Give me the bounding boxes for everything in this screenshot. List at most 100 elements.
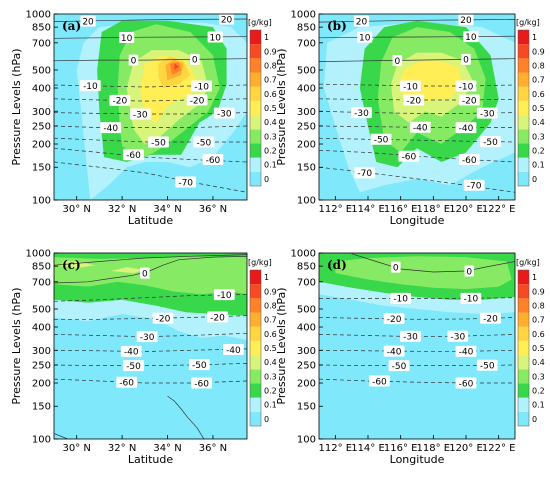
colorbar-tick-label: 0.2 bbox=[532, 147, 545, 156]
contour-label-text: -70 bbox=[467, 182, 482, 192]
contour-label-text: 20 bbox=[82, 17, 94, 27]
contour-label-text: -40 bbox=[226, 346, 241, 356]
temperature-contour-12 bbox=[351, 253, 515, 273]
colorbar-swatch bbox=[518, 115, 529, 130]
x-axis-label: Latitude bbox=[128, 214, 174, 227]
colorbar-tick-label: 0.4 bbox=[264, 358, 277, 367]
y-tick-label: 200 bbox=[297, 379, 316, 390]
colorbar-tick-label: 0.5 bbox=[264, 344, 277, 353]
colorbar-tick-label: 0.9 bbox=[264, 287, 277, 296]
contour-label-box bbox=[218, 14, 235, 25]
y-tick-label: 250 bbox=[297, 121, 316, 132]
contour-label: -30 bbox=[213, 107, 235, 119]
contour-label-text: -20 bbox=[483, 315, 498, 325]
colorbar-swatch bbox=[518, 397, 529, 412]
contour-label-box bbox=[100, 122, 122, 134]
colorbar-tick-label: 0.9 bbox=[264, 47, 277, 56]
contour-label-box bbox=[80, 15, 96, 27]
contour-label: 20 bbox=[353, 15, 370, 27]
colorbar-tick-label: 0.8 bbox=[264, 301, 277, 310]
colorbar: 0 0.1 0.2 0.3 0.4 0.5 0.6 0.7 0.8 0.9 1 [g/kg] bbox=[248, 18, 277, 187]
y-tick-label: 1000 bbox=[291, 249, 316, 260]
x-tick-label: 34° N bbox=[153, 443, 181, 454]
colorbar-tick-label: 0.4 bbox=[532, 358, 545, 367]
contour-label-text: -30 bbox=[217, 109, 232, 119]
contour-label: -10 bbox=[455, 80, 477, 92]
mixing-ratio-region-3 bbox=[60, 261, 95, 269]
colorbar-frame bbox=[249, 269, 262, 427]
y-tick-label: 1000 bbox=[26, 10, 51, 21]
contour-label-box bbox=[116, 376, 138, 388]
colorbar-swatch bbox=[518, 284, 529, 299]
colorbar-unit: [g/kg] bbox=[516, 258, 540, 267]
contour-label-box bbox=[119, 31, 135, 43]
contour-label-text: 10 bbox=[121, 34, 133, 44]
plot-area: -70-70-60 -60-50 -50-40 -40-30 -30-20 -20-10-… bbox=[319, 14, 515, 200]
colorbar-swatch bbox=[518, 30, 529, 45]
x-tick-label: 36° N bbox=[199, 443, 227, 454]
contour-label-box bbox=[390, 292, 412, 304]
contour-label-text: -30 bbox=[403, 333, 418, 343]
contour-label: -50 bbox=[476, 359, 498, 372]
contour-label: -50 bbox=[388, 360, 410, 372]
y-tick-label: 300 bbox=[297, 346, 316, 357]
y-tick-label: 850 bbox=[32, 23, 51, 34]
colorbar-tick-label: 0.8 bbox=[264, 61, 277, 70]
contour-label-box bbox=[213, 289, 235, 301]
x-tick-label: 112° E bbox=[319, 204, 353, 215]
colorbar-tick-label: 0.3 bbox=[264, 132, 277, 141]
contour-label: -20 bbox=[403, 94, 425, 106]
temperature-contour-5 bbox=[54, 125, 247, 128]
temperature-contour-0 bbox=[54, 161, 247, 193]
contour-label-text: -10 bbox=[194, 82, 209, 92]
y-axis-label: Pressure Levels (hPa) bbox=[10, 48, 23, 165]
contour-label-box bbox=[128, 54, 139, 66]
contour-label-box bbox=[188, 359, 210, 371]
contour-label-box bbox=[476, 107, 498, 119]
contour-label-text: 0 bbox=[395, 57, 401, 67]
plot-frame bbox=[318, 13, 516, 201]
plot-area: -70 -60 -60 -50 -50 -40 -30 -30 -20 -20 -10 -10 0 0 10… bbox=[54, 14, 247, 200]
y-tick-label: 300 bbox=[32, 107, 51, 118]
contour-label: -10 bbox=[79, 80, 101, 92]
colorbar-swatch bbox=[518, 58, 529, 73]
contour-label-box bbox=[140, 267, 150, 279]
colorbar-swatch bbox=[518, 143, 529, 158]
contour-label: 0 bbox=[140, 267, 150, 279]
contour-label-box bbox=[464, 265, 475, 277]
contour-label: -20 bbox=[480, 312, 501, 325]
panel-d: -60 -60-50 -50-40 -40-30 -30-20 -20-10 -100 0(d… bbox=[275, 249, 545, 467]
y-tick-label: 500 bbox=[297, 304, 316, 315]
contour-label-text: -10 bbox=[403, 82, 418, 92]
contour-label-box bbox=[400, 80, 421, 92]
contour-label-text: -60 bbox=[462, 156, 477, 166]
contour-label-box bbox=[136, 331, 158, 343]
contour-label-box bbox=[403, 94, 425, 106]
contour-label-box bbox=[476, 359, 498, 371]
colorbar-swatch bbox=[518, 270, 529, 285]
y-tick-label: 500 bbox=[32, 65, 51, 76]
colorbar: 0 0.1 0.2 0.3 0.4 0.5 0.6 0.7 0.8 0.9 1 [g/kg] bbox=[516, 258, 545, 427]
x-tick-label: 34° N bbox=[153, 204, 181, 215]
x-tick-label: 120° E bbox=[449, 204, 483, 215]
colorbar-swatch bbox=[518, 383, 529, 398]
y-tick-label: 150 bbox=[32, 163, 51, 174]
colorbar-tick-label: 0 bbox=[532, 415, 537, 424]
contour-label: -40 bbox=[383, 345, 405, 357]
y-tick-label: 400 bbox=[297, 323, 316, 334]
colorbar-tick-label: 0.7 bbox=[264, 316, 277, 325]
contour-label-text: -30 bbox=[133, 110, 148, 120]
x-tick-label: 114° E bbox=[351, 443, 385, 454]
contour-label: 0 bbox=[390, 261, 401, 273]
colorbar-tick-label: 0.3 bbox=[532, 132, 545, 141]
y-tick-label: 700 bbox=[297, 277, 316, 288]
plot-area: -60 -60-50 -50-40 -40-30-20 -20-100 bbox=[54, 253, 247, 439]
colorbar-tick-label: 0.7 bbox=[264, 76, 277, 85]
colorbar-swatch bbox=[250, 397, 261, 412]
contour-label-box bbox=[191, 377, 212, 389]
y-tick-label: 700 bbox=[32, 38, 51, 49]
x-tick-label: 120° E bbox=[449, 443, 483, 454]
contour-label: 0 bbox=[189, 53, 200, 66]
colorbar-tick-label: 0.8 bbox=[532, 301, 545, 310]
